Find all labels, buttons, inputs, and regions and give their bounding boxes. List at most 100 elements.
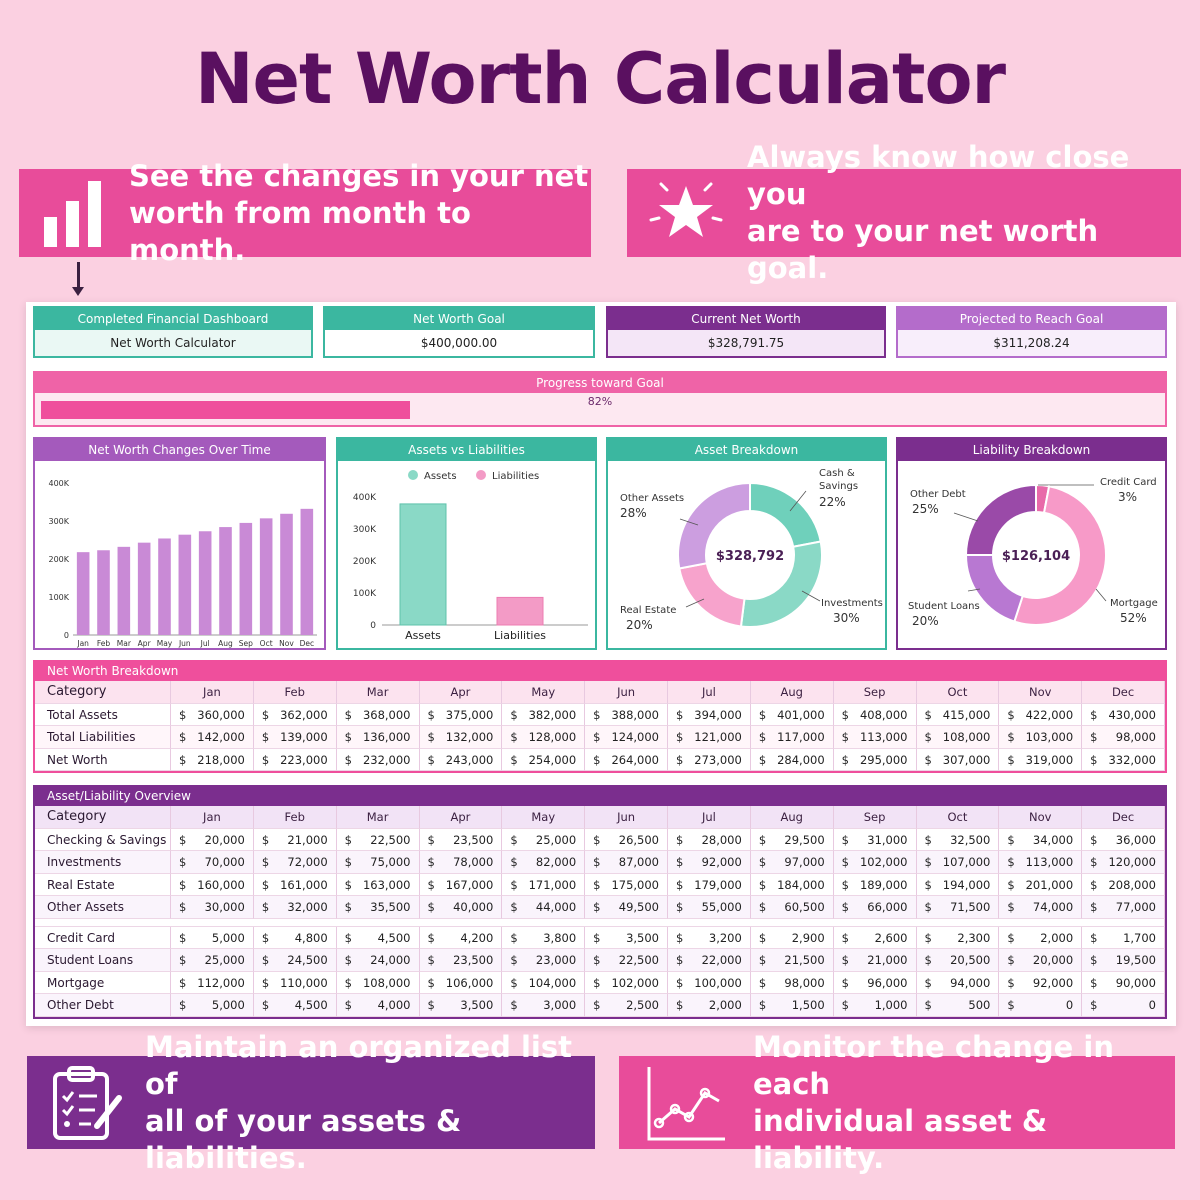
- table-cell[interactable]: $92,000: [999, 971, 1083, 994]
- table-cell[interactable]: $30,000: [171, 896, 254, 919]
- table-cell[interactable]: $5,000: [171, 926, 254, 949]
- kpi-value[interactable]: $400,000.00: [325, 330, 593, 356]
- table-cell[interactable]: $72,000: [253, 851, 337, 874]
- table-cell[interactable]: $29,500: [750, 828, 834, 851]
- table-cell[interactable]: $223,000: [253, 748, 337, 771]
- table-cell[interactable]: $107,000: [916, 851, 1000, 874]
- table-cell[interactable]: $82,000: [502, 851, 586, 874]
- table-cell[interactable]: $1,500: [750, 994, 834, 1017]
- table-cell[interactable]: $92,000: [668, 851, 751, 874]
- table-cell[interactable]: $4,200: [419, 926, 503, 949]
- table-cell[interactable]: $22,500: [585, 949, 668, 972]
- table-cell[interactable]: $97,000: [750, 851, 834, 874]
- table-cell[interactable]: $2,600: [833, 926, 917, 949]
- table-cell[interactable]: $218,000: [171, 748, 254, 771]
- table-cell[interactable]: $401,000: [750, 703, 834, 726]
- table-cell[interactable]: $3,200: [668, 926, 751, 949]
- table-cell[interactable]: $110,000: [253, 971, 337, 994]
- table-cell[interactable]: $26,500: [585, 828, 668, 851]
- table-cell[interactable]: $208,000: [1082, 873, 1165, 896]
- table-cell[interactable]: $319,000: [999, 748, 1083, 771]
- table-cell[interactable]: $70,000: [171, 851, 254, 874]
- table-cell[interactable]: $49,500: [585, 896, 668, 919]
- table-cell[interactable]: $136,000: [336, 726, 420, 749]
- table-cell[interactable]: $32,500: [916, 828, 1000, 851]
- table-cell[interactable]: $175,000: [585, 873, 668, 896]
- table-cell[interactable]: $422,000: [999, 703, 1083, 726]
- table-cell[interactable]: $100,000: [668, 971, 751, 994]
- table-cell[interactable]: $32,000: [253, 896, 337, 919]
- table-cell[interactable]: $179,000: [668, 873, 751, 896]
- table-cell[interactable]: $21,000: [833, 949, 917, 972]
- table-cell[interactable]: $254,000: [502, 748, 586, 771]
- table-cell[interactable]: $104,000: [502, 971, 586, 994]
- table-cell[interactable]: $0: [1082, 994, 1165, 1017]
- table-cell[interactable]: $362,000: [253, 703, 337, 726]
- table-cell[interactable]: $388,000: [585, 703, 668, 726]
- table-cell[interactable]: $75,000: [336, 851, 420, 874]
- table-cell[interactable]: $19,500: [1082, 949, 1165, 972]
- table-cell[interactable]: $98,000: [1082, 726, 1165, 749]
- table-cell[interactable]: $295,000: [833, 748, 917, 771]
- table-cell[interactable]: $3,500: [419, 994, 503, 1017]
- table-cell[interactable]: $368,000: [336, 703, 420, 726]
- table-cell[interactable]: $60,500: [750, 896, 834, 919]
- table-cell[interactable]: $124,000: [585, 726, 668, 749]
- table-cell[interactable]: $103,000: [999, 726, 1083, 749]
- table-cell[interactable]: $3,000: [502, 994, 586, 1017]
- table-cell[interactable]: $132,000: [419, 726, 503, 749]
- table-cell[interactable]: $307,000: [916, 748, 1000, 771]
- table-cell[interactable]: $167,000: [419, 873, 503, 896]
- table-cell[interactable]: $284,000: [750, 748, 834, 771]
- table-cell[interactable]: $21,000: [253, 828, 337, 851]
- table-cell[interactable]: $194,000: [916, 873, 1000, 896]
- table-cell[interactable]: $55,000: [668, 896, 751, 919]
- table-cell[interactable]: $20,500: [916, 949, 1000, 972]
- table-cell[interactable]: $4,500: [336, 926, 420, 949]
- table-cell[interactable]: $2,300: [916, 926, 1000, 949]
- table-cell[interactable]: $25,000: [502, 828, 586, 851]
- table-cell[interactable]: $24,000: [336, 949, 420, 972]
- table-cell[interactable]: $102,000: [585, 971, 668, 994]
- table-cell[interactable]: $273,000: [668, 748, 751, 771]
- table-cell[interactable]: $201,000: [999, 873, 1083, 896]
- table-cell[interactable]: $108,000: [336, 971, 420, 994]
- table-cell[interactable]: $113,000: [833, 726, 917, 749]
- table-cell[interactable]: $23,500: [419, 828, 503, 851]
- table-cell[interactable]: $36,000: [1082, 828, 1165, 851]
- table-cell[interactable]: $128,000: [502, 726, 586, 749]
- table-cell[interactable]: $22,500: [336, 828, 420, 851]
- table-cell[interactable]: $34,000: [999, 828, 1083, 851]
- table-cell[interactable]: $2,000: [999, 926, 1083, 949]
- table-cell[interactable]: $500: [916, 994, 1000, 1017]
- table-cell[interactable]: $3,800: [502, 926, 586, 949]
- table-cell[interactable]: $375,000: [419, 703, 503, 726]
- table-cell[interactable]: $264,000: [585, 748, 668, 771]
- table-cell[interactable]: $4,000: [336, 994, 420, 1017]
- table-cell[interactable]: $98,000: [750, 971, 834, 994]
- table-cell[interactable]: $121,000: [668, 726, 751, 749]
- table-cell[interactable]: $117,000: [750, 726, 834, 749]
- table-cell[interactable]: $2,000: [668, 994, 751, 1017]
- table-cell[interactable]: $161,000: [253, 873, 337, 896]
- table-cell[interactable]: $23,000: [502, 949, 586, 972]
- table-cell[interactable]: $408,000: [833, 703, 917, 726]
- table-cell[interactable]: $23,500: [419, 949, 503, 972]
- table-cell[interactable]: $2,900: [750, 926, 834, 949]
- table-cell[interactable]: $71,500: [916, 896, 1000, 919]
- table-cell[interactable]: $74,000: [999, 896, 1083, 919]
- table-cell[interactable]: $102,000: [833, 851, 917, 874]
- table-cell[interactable]: $5,000: [171, 994, 254, 1017]
- table-cell[interactable]: $4,800: [253, 926, 337, 949]
- table-cell[interactable]: $0: [999, 994, 1083, 1017]
- table-cell[interactable]: $4,500: [253, 994, 337, 1017]
- table-cell[interactable]: $360,000: [171, 703, 254, 726]
- table-cell[interactable]: $77,000: [1082, 896, 1165, 919]
- table-cell[interactable]: $163,000: [336, 873, 420, 896]
- table-cell[interactable]: $106,000: [419, 971, 503, 994]
- table-cell[interactable]: $120,000: [1082, 851, 1165, 874]
- table-cell[interactable]: $184,000: [750, 873, 834, 896]
- table-cell[interactable]: $3,500: [585, 926, 668, 949]
- table-cell[interactable]: $415,000: [916, 703, 1000, 726]
- table-cell[interactable]: $78,000: [419, 851, 503, 874]
